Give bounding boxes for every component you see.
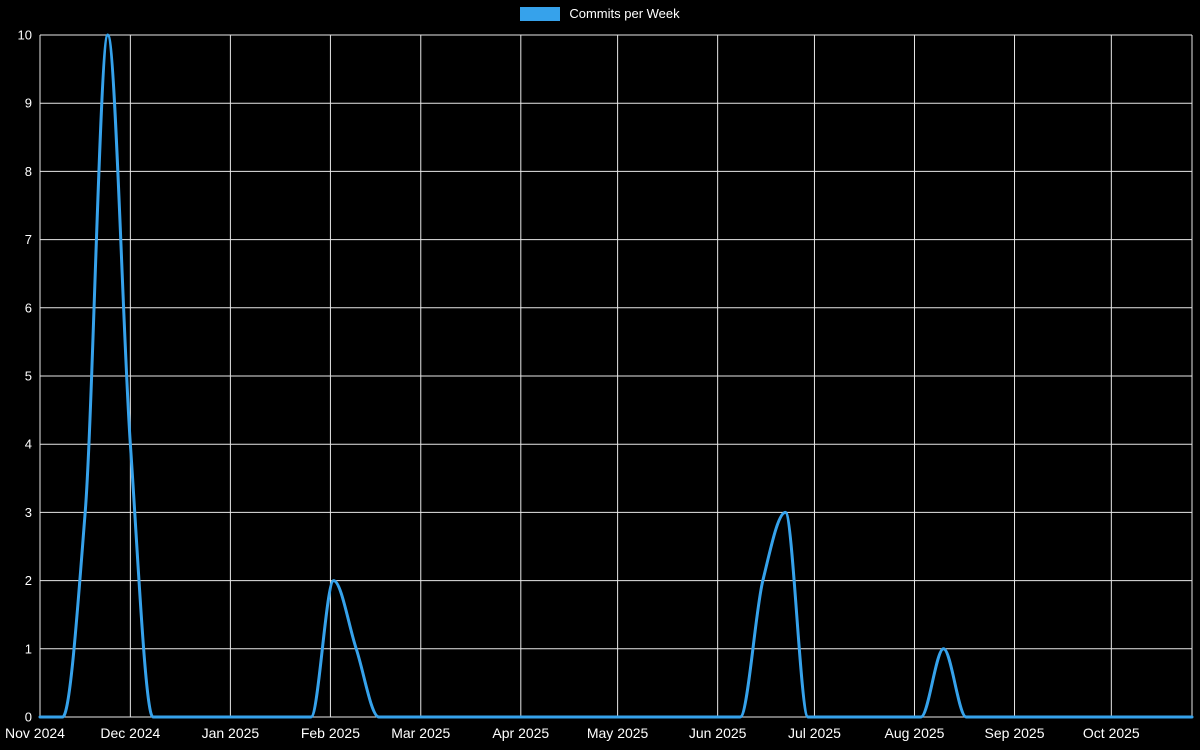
y-axis-tick-label: 9 (25, 96, 32, 111)
y-axis-tick-label: 6 (25, 300, 32, 315)
legend-label: Commits per Week (569, 6, 680, 21)
x-axis-tick-label: Apr 2025 (492, 725, 549, 741)
x-axis-tick-label: Jan 2025 (202, 725, 260, 741)
y-axis-tick-label: 3 (25, 505, 32, 520)
x-axis-tick-label: Oct 2025 (1083, 725, 1140, 741)
x-axis-tick-label: Mar 2025 (391, 725, 450, 741)
y-axis-tick-label: 4 (25, 437, 32, 452)
x-axis-tick-label: Feb 2025 (301, 725, 360, 741)
chart-legend-item[interactable]: Commits per Week (0, 7, 1200, 21)
x-axis-tick-label: Dec 2024 (100, 725, 160, 741)
legend-swatch (520, 7, 561, 21)
y-axis-tick-label: 1 (25, 641, 32, 656)
x-axis-tick-label: Jul 2025 (788, 725, 841, 741)
x-axis-tick-label: Aug 2025 (885, 725, 945, 741)
x-axis-tick-label: Jun 2025 (689, 725, 747, 741)
commits-data-line (38, 33, 1194, 719)
y-axis-tick-label: 7 (25, 232, 32, 247)
x-axis-tick-label: Nov 2024 (5, 725, 65, 741)
y-axis-tick-label: 8 (25, 164, 32, 179)
x-axis-tick-label: May 2025 (587, 725, 649, 741)
x-axis-tick-label: Sep 2025 (985, 725, 1045, 741)
y-axis-tick-label: 2 (25, 573, 32, 588)
y-axis-tick-label: 5 (25, 369, 32, 384)
y-axis-tick-label: 0 (25, 710, 32, 725)
y-axis-tick-label: 10 (18, 28, 32, 43)
